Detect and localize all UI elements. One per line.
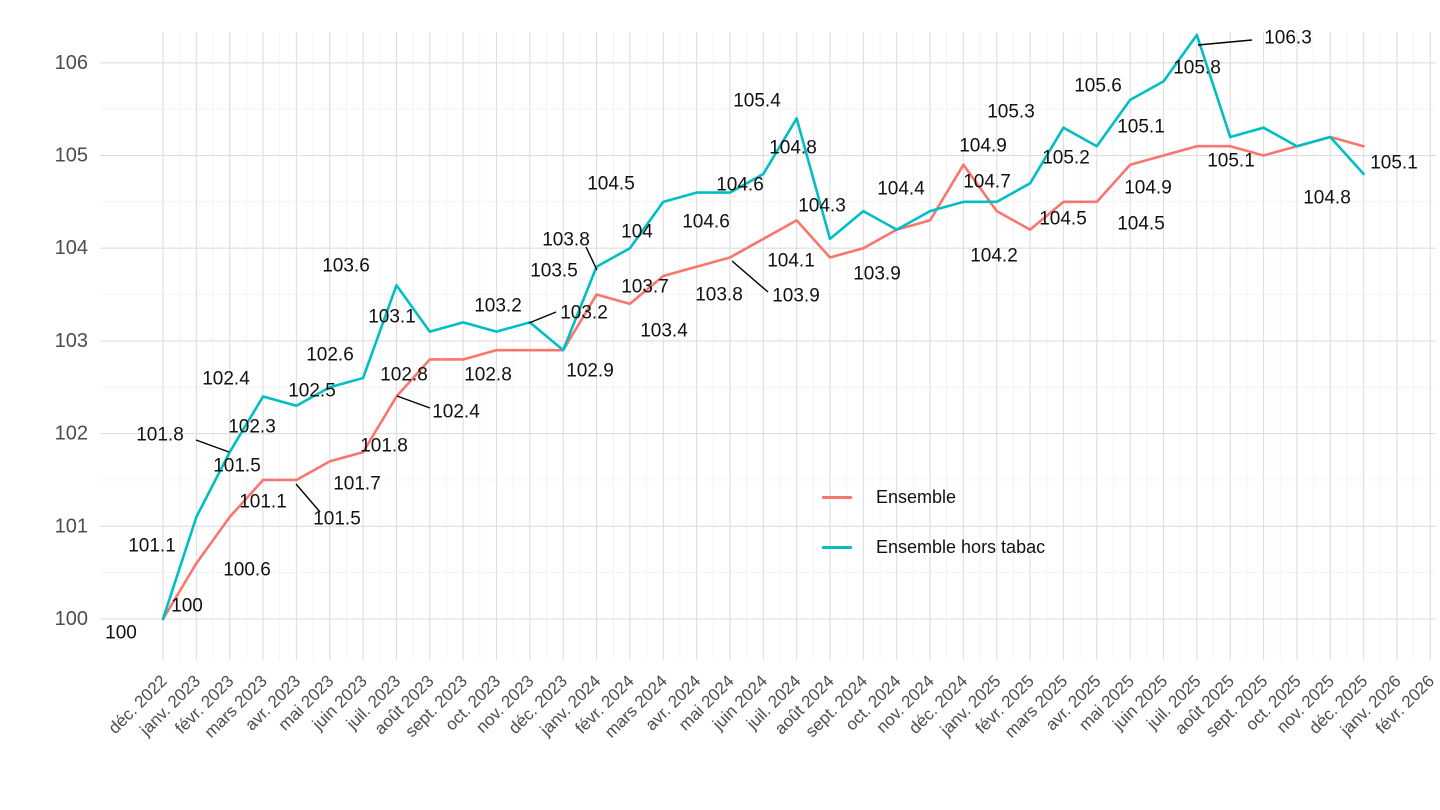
point-value-label: 102.3 (228, 417, 276, 438)
point-value-label: 102.4 (432, 402, 480, 423)
point-value-label: 104.9 (959, 136, 1007, 157)
point-value-label: 100 (105, 623, 137, 644)
ensemble-hors-tabac-line-key (822, 545, 852, 549)
point-value-label: 104.7 (963, 172, 1011, 193)
point-value-label: 103.2 (560, 303, 608, 324)
label-leader-line (295, 483, 321, 513)
chart-legend: Ensemble Ensemble hors tabac (822, 484, 1045, 560)
label-leader-line (195, 439, 230, 453)
point-value-label: 101.1 (128, 536, 176, 557)
point-value-label: 104.5 (587, 174, 635, 195)
point-value-label: 103.4 (640, 321, 688, 342)
point-value-label: 101.7 (333, 474, 381, 495)
point-value-label: 104.5 (1039, 209, 1087, 230)
y-axis-tick-label: 101 (55, 515, 88, 537)
y-axis-tick-label: 100 (55, 608, 88, 630)
point-value-label: 104.1 (767, 251, 815, 272)
point-value-label: 103.1 (368, 307, 416, 328)
point-value-label: 104.8 (769, 138, 817, 159)
label-leader-line (528, 311, 557, 324)
point-value-label: 105.4 (733, 91, 781, 112)
point-value-label: 103.5 (530, 261, 578, 282)
y-axis-tick-label: 106 (55, 52, 88, 74)
point-value-label: 102.9 (566, 361, 614, 382)
point-value-label: 102.6 (306, 345, 354, 366)
point-value-label: 101.5 (313, 509, 361, 530)
label-leader-line (1197, 39, 1253, 46)
point-value-label: 105.3 (987, 102, 1035, 123)
ensemble-hors-tabac-line (161, 33, 1365, 621)
point-value-label: 105.2 (1042, 148, 1090, 169)
point-value-label: 102.5 (288, 381, 336, 402)
point-value-label: 100.6 (223, 560, 271, 581)
point-value-label: 104.2 (970, 246, 1018, 267)
point-value-label: 101.8 (136, 425, 184, 446)
label-leader-line (396, 395, 431, 409)
point-value-label: 106.3 (1264, 28, 1312, 49)
label-leader-line (585, 246, 598, 271)
point-value-label: 104.6 (682, 212, 730, 233)
point-value-label: 101.1 (239, 492, 287, 513)
point-value-label: 104.3 (798, 196, 846, 217)
point-value-label: 104.9 (1124, 178, 1172, 199)
y-axis-tick-label: 102 (55, 423, 88, 445)
point-value-label: 103.9 (772, 286, 820, 307)
point-value-label: 101.8 (360, 436, 408, 457)
point-value-label: 105.6 (1074, 76, 1122, 97)
point-value-label: 102.4 (202, 369, 250, 390)
ensemble-line-key (822, 495, 852, 499)
point-value-label: 103.8 (542, 230, 590, 251)
label-leader-line (731, 260, 769, 293)
point-value-label: 105.1 (1207, 151, 1255, 172)
y-axis-tick-label: 103 (55, 330, 88, 352)
point-value-label: 104.8 (1303, 188, 1351, 209)
point-value-label: 105.8 (1173, 58, 1221, 79)
point-value-label: 104.5 (1117, 214, 1165, 235)
point-value-label: 104.4 (877, 179, 925, 200)
point-value-label: 103.8 (695, 285, 743, 306)
y-axis-tick-label: 105 (55, 145, 88, 167)
legend-item-ensemble: Ensemble (822, 484, 1045, 510)
legend-item-ensemble-hors-tabac: Ensemble hors tabac (822, 534, 1045, 560)
point-value-label: 105.1 (1117, 117, 1165, 138)
point-value-label: 103.2 (474, 296, 522, 317)
point-value-label: 101.5 (213, 456, 261, 477)
point-value-label: 100 (171, 596, 203, 617)
point-value-label: 104 (621, 222, 653, 243)
legend-label-ensemble-hors-tabac: Ensemble hors tabac (876, 537, 1046, 557)
legend-label-ensemble: Ensemble (876, 487, 957, 507)
ensemble-line (161, 135, 1365, 621)
point-value-label: 103.7 (621, 277, 669, 298)
point-value-label: 104.6 (716, 175, 764, 196)
point-value-label: 103.9 (853, 264, 901, 285)
point-value-label: 103.6 (322, 256, 370, 277)
point-value-label: 102.8 (380, 365, 428, 386)
point-value-label: 102.8 (464, 365, 512, 386)
point-value-label: 105.1 (1370, 153, 1418, 174)
y-axis-tick-label: 104 (55, 237, 88, 259)
